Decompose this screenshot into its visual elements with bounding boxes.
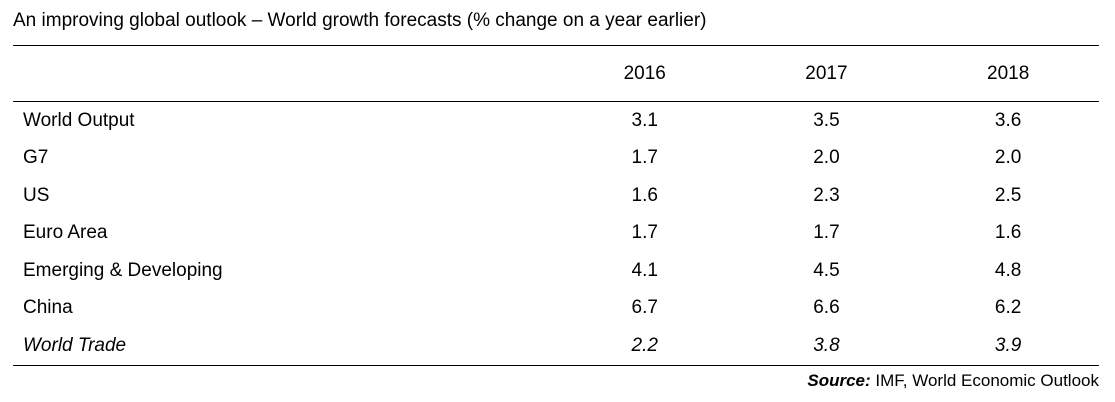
value-cell: 2.2 xyxy=(631,334,658,356)
row-label: China xyxy=(23,297,73,319)
value-cell: 3.5 xyxy=(813,109,840,131)
table-row: Emerging & Developing 4.1 4.5 4.8 xyxy=(13,252,1099,290)
value-cell: 1.6 xyxy=(994,222,1022,244)
value-cell: 4.5 xyxy=(813,259,840,281)
value-cell: 1.7 xyxy=(631,147,658,169)
table-row: US 1.6 2.3 2.5 xyxy=(13,177,1099,215)
value-cell: 1.7 xyxy=(813,222,840,244)
row-label: Emerging & Developing xyxy=(23,259,223,281)
row-label: US xyxy=(23,184,50,206)
row-label: G7 xyxy=(23,147,49,169)
value-cell: 6.2 xyxy=(994,297,1022,319)
table-row: Euro Area 1.7 1.7 1.6 xyxy=(13,215,1099,253)
value-cell: 3.9 xyxy=(994,334,1022,356)
value-cell: 1.7 xyxy=(631,222,658,244)
row-label: World Trade xyxy=(23,334,127,356)
value-cell: 4.8 xyxy=(994,259,1022,281)
value-cell: 6.6 xyxy=(813,297,840,319)
value-cell: 2.0 xyxy=(994,147,1022,169)
value-cell: 2.0 xyxy=(813,147,840,169)
value-cell: 3.6 xyxy=(994,109,1022,131)
row-label: Euro Area xyxy=(23,222,108,244)
table-row: World Trade 2.2 3.8 3.9 xyxy=(13,327,1099,365)
source-label: Source: xyxy=(807,371,871,390)
value-cell: 6.7 xyxy=(631,297,658,319)
forecast-table: 2016 2017 2018 World Output 3.1 3.5 3.6 G7 1.… xyxy=(13,45,1099,366)
source-note: Source: IMF, World Economic Outlook xyxy=(807,370,1099,392)
row-label: World Output xyxy=(23,109,135,131)
header-label-cell xyxy=(13,46,554,102)
header-year-2018: 2018 xyxy=(987,62,1030,84)
header-row: 2016 2017 2018 xyxy=(13,45,1099,102)
table-row: World Output 3.1 3.5 3.6 xyxy=(13,102,1099,140)
table-row: G7 1.7 2.0 2.0 xyxy=(13,140,1099,178)
chart-title: An improving global outlook – World grow… xyxy=(13,10,707,31)
table-row: China 6.7 6.6 6.2 xyxy=(13,290,1099,328)
source-text: IMF, World Economic Outlook xyxy=(875,371,1099,390)
value-cell: 3.8 xyxy=(813,334,840,356)
value-cell: 4.1 xyxy=(631,259,658,281)
table-body: World Output 3.1 3.5 3.6 G7 1.7 2.0 2.0 US 1.6 2.3… xyxy=(13,102,1099,365)
header-year-2017: 2017 xyxy=(805,62,848,84)
value-cell: 2.5 xyxy=(994,184,1022,206)
header-year-2016: 2016 xyxy=(623,62,666,84)
value-cell: 2.3 xyxy=(813,184,840,206)
value-cell: 3.1 xyxy=(631,109,658,131)
value-cell: 1.6 xyxy=(631,184,658,206)
